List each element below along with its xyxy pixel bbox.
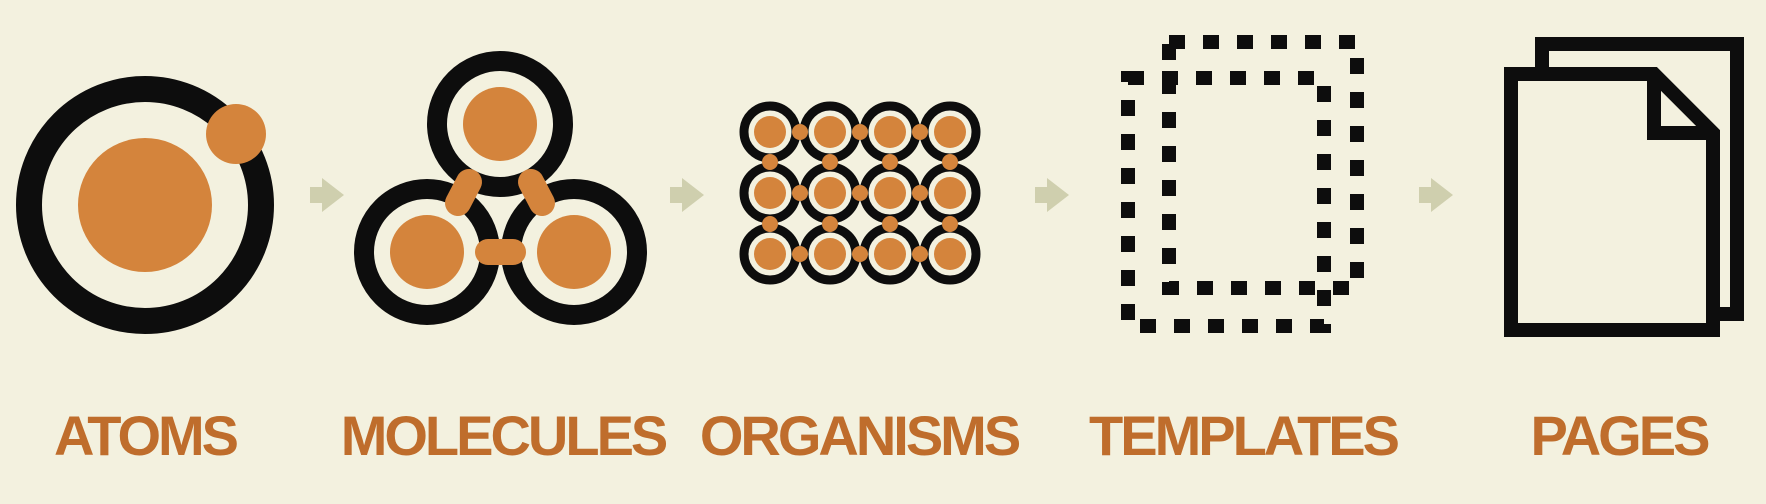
stage-label-pages: PAGES (1531, 404, 1710, 467)
arrow-right-icon (1419, 178, 1453, 212)
stage-label-templates: TEMPLATES (1089, 404, 1399, 467)
pages-icon (1504, 37, 1744, 337)
organism-icon (739, 101, 981, 285)
atom-icon (16, 76, 274, 334)
arrow-right-icon (670, 178, 704, 212)
molecule-icon (354, 51, 647, 325)
arrow-right-icon (310, 178, 344, 212)
stage-label-atoms: ATOMS (54, 404, 238, 467)
arrow-right-icon (1035, 178, 1069, 212)
stage-label-molecules: MOLECULES (341, 404, 667, 467)
stage-label-organisms: ORGANISMS (700, 404, 1020, 467)
template-icon (1121, 35, 1364, 333)
